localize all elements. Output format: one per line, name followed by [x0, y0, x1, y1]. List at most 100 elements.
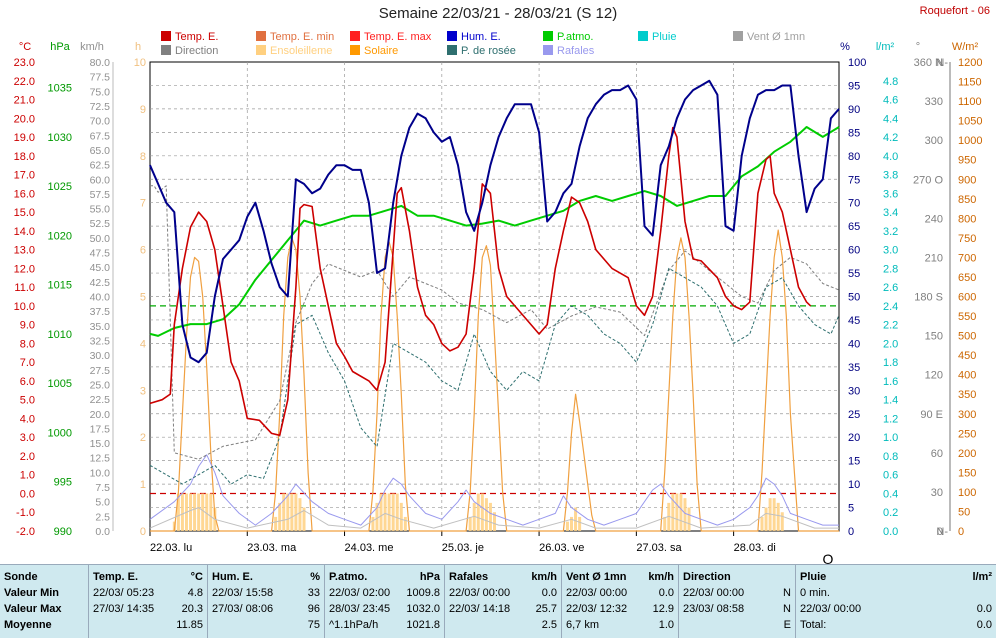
temp-tick-label: 23.0: [14, 57, 35, 69]
stats-header-row: Pluie l/m²: [800, 571, 992, 586]
legend-swatch: [256, 45, 266, 55]
dir-tick-label: 120: [925, 370, 943, 382]
sunshine-bar: [189, 493, 193, 531]
station-name: Roquefort - 06: [919, 5, 990, 17]
stats-row: 22/03/ 15:58 33: [212, 587, 320, 602]
legend-item: Solaire: [350, 45, 398, 57]
temp-tick-label: 3.0: [20, 432, 35, 444]
sunshine-bar: [391, 493, 395, 531]
wind-tick-label: 42.5: [90, 277, 111, 289]
stats-table: Sonde Valeur Min Valeur Max Moyenne Temp. E.…: [0, 564, 996, 638]
sunshine-bar: [764, 507, 768, 531]
dir-tick-label: 210: [925, 252, 943, 264]
stats-header: Direction: [683, 571, 731, 583]
stats-row: 22/03/ 00:00 N: [683, 587, 791, 602]
stats-unit: km/h: [648, 571, 674, 583]
wind-tick-label: 0.0: [95, 526, 110, 538]
legend-label: P.atmo.: [557, 31, 594, 43]
stats-header: Vent Ø 1mn: [566, 571, 627, 583]
legend-swatch: [638, 31, 648, 41]
stats-value: N: [783, 603, 791, 615]
temp-tick-label: 9.0: [20, 320, 35, 332]
day-label: 25.03. je: [442, 542, 484, 554]
sunshine-bar: [484, 498, 488, 531]
legend-item: Rafales: [543, 45, 594, 57]
stats-header: Temp. E.: [93, 571, 139, 583]
dir-tick-label: 90 E: [920, 409, 943, 421]
temp-tick-label: 15.0: [14, 207, 35, 219]
wind-tick-label: 57.5: [90, 189, 111, 201]
day-label: 28.03. di: [734, 542, 776, 554]
solar-tick-label: 850: [958, 194, 976, 206]
legend-label: Rafales: [557, 45, 595, 57]
sunshine-bar: [298, 498, 302, 531]
legend-label: Direction: [175, 45, 219, 57]
sunshine-bar: [286, 493, 290, 531]
stats-header-row: Sonde: [4, 571, 83, 586]
sunshine-bar: [379, 493, 383, 531]
press-tick-label: 1005: [48, 378, 72, 390]
stats-value: 33: [307, 587, 320, 599]
sunshine-bar: [671, 493, 675, 531]
sunshine-bar: [403, 516, 407, 531]
stats-column-temp: Temp. E. °C 22/03/ 05:23 4.8 27/03/ 14:35 20.…: [88, 565, 207, 638]
legend-item: Ensoleilleme: [256, 45, 332, 57]
legend-swatch: [161, 45, 171, 55]
legend-label: Temp. E.: [175, 31, 219, 43]
rain-tick-label: 4.0: [883, 151, 898, 163]
stats-row: Valeur Min: [4, 587, 83, 602]
sunshine-bar: [687, 507, 691, 531]
solar-tick-label: 150: [958, 467, 976, 479]
hum-tick-label: 45: [848, 315, 860, 327]
legend-swatch: [543, 45, 553, 55]
day-label: 23.03. ma: [247, 542, 297, 554]
wind-tick-label: 67.5: [90, 130, 111, 142]
press-tick-label: 1025: [48, 181, 72, 193]
legend-label: Solaire: [364, 45, 399, 57]
hum-tick-label: 85: [848, 127, 860, 139]
legend-swatch: [733, 31, 743, 41]
day-label: 22.03. lu: [150, 542, 192, 554]
sun-tick-label: 6: [140, 245, 146, 257]
legend-item: Vent Ø 1mn: [733, 31, 805, 43]
legend-item: Direction: [161, 45, 218, 57]
dir-tick-label: 30: [931, 487, 943, 499]
solar-tick-label: 750: [958, 233, 976, 245]
temp-e-series-line: [149, 126, 812, 437]
dir-tick-label: 300: [925, 135, 943, 147]
stats-date: Total:: [800, 619, 827, 631]
sunshine-bar: [180, 493, 184, 531]
temp-tick-label: 6.0: [20, 376, 35, 388]
sunshine-bar: [197, 493, 201, 531]
sun-tick-label: 3: [140, 385, 146, 397]
stats-row: 11.85: [93, 619, 203, 634]
rain-tick-label: 1.4: [883, 395, 898, 407]
hum-tick-label: 5: [848, 503, 854, 515]
sun-tick-label: 2: [140, 432, 146, 444]
legend-item: Temp. E.: [161, 31, 218, 43]
solar-tick-label: 350: [958, 389, 976, 401]
stats-date: 22/03/ 14:18: [449, 603, 511, 615]
sunshine-bar: [399, 502, 403, 531]
hum-tick-label: 50: [848, 292, 860, 304]
stats-value: 1032.0: [406, 603, 440, 615]
stats-row: 22/03/ 00:00 0.0: [449, 587, 557, 602]
rain-tick-label: 3.0: [883, 245, 898, 257]
sunshine-bar: [667, 502, 671, 531]
temp-tick-label: 14.0: [14, 226, 35, 238]
stats-value: 0.0: [976, 619, 992, 631]
sunshine-bar: [780, 512, 784, 531]
p-atmo-series-line: [149, 126, 840, 337]
wind-tick-label: 45.0: [90, 262, 111, 274]
hum-tick-label: 30: [848, 385, 860, 397]
solar-tick-label: 400: [958, 370, 976, 382]
sunshine-bar: [387, 493, 391, 531]
rain-tick-label: 1.0: [883, 432, 898, 444]
rain-tick-label: 1.6: [883, 376, 898, 388]
rain-tick-label: 4.6: [883, 95, 898, 107]
rain-tick-label: 1.8: [883, 357, 898, 369]
stats-row-label: Valeur Min: [4, 587, 60, 599]
solar-tick-label: 800: [958, 213, 976, 225]
rain-tick-label: 0.2: [883, 507, 898, 519]
stats-unit: km/h: [531, 571, 557, 583]
